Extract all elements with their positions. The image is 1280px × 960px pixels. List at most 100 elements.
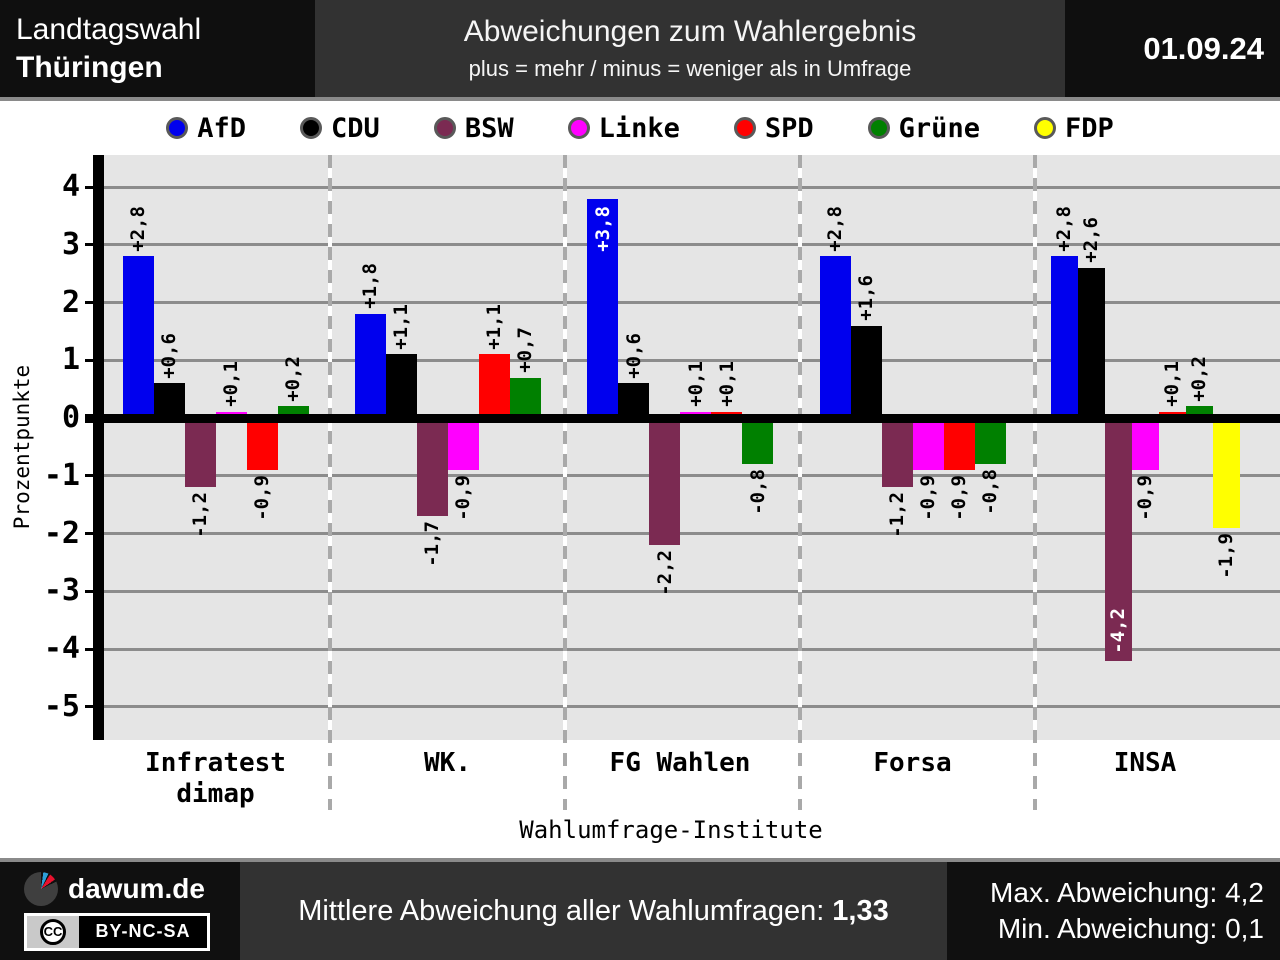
- x-category-label: Forsa: [873, 748, 952, 778]
- bar-linke: [447, 418, 479, 470]
- gridline: [104, 589, 1280, 593]
- group-separator: [798, 155, 802, 810]
- gridline: [104, 705, 1280, 709]
- bar-value-label: +0,7: [514, 326, 536, 373]
- bar-value-label: +0,1: [1161, 361, 1183, 408]
- legend-dot-icon: [433, 117, 456, 139]
- x-category-label: FG Wahlen: [609, 748, 751, 778]
- bar-fdp: [1212, 418, 1240, 528]
- header: Landtagswahl Thüringen Abweichungen zum …: [0, 0, 1280, 97]
- legend-item-linke[interactable]: Linke: [567, 113, 680, 144]
- bar-value-label: +0,1: [684, 361, 707, 408]
- y-axis-tick: [85, 243, 93, 247]
- bar-spd: [943, 418, 975, 470]
- y-axis-line: [93, 155, 104, 740]
- bar-bsw: [649, 418, 680, 546]
- legend-item-fdp[interactable]: FDP: [1033, 112, 1114, 144]
- bar-value-label: -0,9: [251, 474, 273, 521]
- bar-bsw: [881, 418, 913, 488]
- bar-value-label: +0,6: [158, 332, 180, 379]
- dawum-link[interactable]: dawum.de: [24, 871, 240, 906]
- legend-item-bsw[interactable]: BSW: [433, 113, 514, 144]
- bar-value-label: -1,2: [189, 492, 211, 539]
- gridline: [104, 532, 1280, 535]
- legend-label: CDU: [331, 112, 380, 144]
- bar-chart: 4 3 2 1 0 -1 -2 -3 -4 -5 +2,8 +0,6 -1,2 +0,1 -0,9 +0,2 +…: [0, 155, 1280, 810]
- mean-deviation: Mittlere Abweichung aller Wahlumfragen: …: [240, 862, 947, 960]
- bar-value-label: -1,2: [886, 492, 908, 539]
- y-axis-tick: [85, 301, 93, 304]
- bar-value-label: +2,6: [1080, 217, 1102, 263]
- gridline: [104, 301, 1280, 304]
- legend-item-afd[interactable]: AfD: [166, 113, 246, 144]
- max-deviation: Max. Abweichung: 4,2: [990, 877, 1264, 908]
- election-region: Thüringen: [16, 50, 163, 84]
- chart-header: Abweichungen zum Wahlergebnis plus = meh…: [315, 0, 1065, 97]
- x-category-label: Infratest dimap: [145, 748, 286, 809]
- bar-value-label: +3,8: [591, 205, 614, 252]
- legend-dot-icon: [300, 117, 323, 139]
- cc-license-badge[interactable]: CC BY-NC-SA: [24, 912, 210, 951]
- zero-line: [93, 413, 1280, 423]
- bar-linke: [1131, 418, 1159, 470]
- y-tick-label: 0: [61, 400, 80, 435]
- legend-dot-icon: [733, 117, 756, 139]
- bar-cdu: [153, 383, 185, 418]
- bar-value-label: -0,9: [948, 474, 970, 521]
- bar-value-label: -0,8: [746, 469, 769, 515]
- legend-label: Grüne: [898, 112, 980, 144]
- bar-value-label: -0,8: [979, 469, 1001, 515]
- bar-grüne: [509, 377, 541, 418]
- bar-linke: [912, 418, 944, 470]
- bar-value-label: +2,8: [824, 205, 846, 252]
- license-label: BY-NC-SA: [95, 921, 191, 941]
- bar-value-label: +1,1: [390, 303, 412, 350]
- legend-dot-icon: [867, 117, 890, 139]
- legend-item-grüne[interactable]: Grüne: [867, 112, 980, 144]
- bar-value-label: +2,8: [127, 205, 149, 252]
- y-tick-label: -5: [43, 688, 80, 724]
- bar-value-label: +1,8: [359, 263, 381, 310]
- bar-value-label: -0,9: [1134, 474, 1156, 521]
- bar-value-label: +0,2: [1188, 355, 1210, 402]
- y-axis-tick: [85, 185, 93, 189]
- bar-cdu: [385, 354, 417, 418]
- y-axis-tick: [85, 413, 93, 423]
- bar-spd: [246, 418, 278, 470]
- bar-grüne: [974, 418, 1006, 465]
- legend-item-cdu[interactable]: CDU: [300, 113, 380, 144]
- y-tick-label: -4: [43, 631, 80, 666]
- cc-logo-wrap: CC: [27, 915, 79, 948]
- header-divider: [0, 97, 1280, 101]
- bar-spd: [478, 354, 510, 418]
- bar-value-label: +2,8: [1053, 205, 1075, 252]
- legend-label: AfD: [197, 112, 247, 144]
- gridline: [104, 358, 1280, 362]
- bar-bsw: [416, 418, 448, 517]
- y-axis-tick: [85, 647, 93, 651]
- bar-afd: [819, 256, 851, 418]
- y-tick-label: 3: [61, 226, 80, 262]
- plot-background: [93, 155, 1280, 740]
- legend-label: SPD: [764, 112, 814, 144]
- y-tick-label: -2: [43, 515, 80, 551]
- page-title: Abweichungen zum Wahlergebnis: [463, 15, 917, 48]
- bar-grüne: [277, 406, 309, 418]
- y-axis-tick: [85, 358, 93, 362]
- footer-brand-block: dawum.de CC BY-NC-SA: [0, 862, 240, 960]
- x-category-label: WK.: [424, 748, 471, 778]
- legend-dot-icon: [567, 117, 590, 139]
- bar-grüne: [742, 418, 773, 465]
- legend-dot-icon: [1033, 117, 1056, 139]
- bar-bsw: [184, 418, 216, 488]
- y-axis-tick: [85, 532, 93, 535]
- bar-bsw: [1104, 418, 1132, 661]
- y-tick-label: -3: [43, 573, 80, 609]
- y-tick-label: 1: [61, 342, 80, 378]
- y-axis-tick: [85, 589, 93, 593]
- gridline: [104, 243, 1280, 247]
- legend-label: FDP: [1064, 112, 1114, 144]
- bar-value-label: -1,7: [421, 521, 443, 567]
- legend-item-spd[interactable]: SPD: [733, 112, 814, 144]
- y-tick-label: 4: [61, 169, 80, 204]
